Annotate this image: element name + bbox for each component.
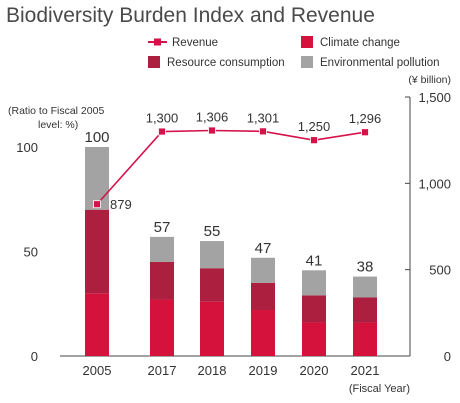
- right-axis-ticks: 0 500 1,000 1,500: [405, 90, 451, 364]
- revenue-point: [310, 136, 318, 145]
- bar-segment-environmental-pollution: [353, 276, 377, 298]
- bar-segment-environmental-pollution: [251, 257, 275, 283]
- left-tick-label: 0: [31, 349, 38, 364]
- legend-label-environmental-pollution: Environmental pollution: [320, 57, 440, 69]
- bar-segment-climate-change: [85, 293, 109, 356]
- bar-segment-climate-change: [200, 301, 224, 356]
- revenue-data-label: 1,301: [247, 110, 280, 125]
- legend-item-revenue: Revenue: [148, 37, 218, 49]
- legend-marker-swatch: [154, 38, 161, 46]
- bar-segment-resource-consumption: [251, 282, 275, 311]
- bar-segment-resource-consumption: [200, 268, 224, 302]
- right-tick-label: 1,500: [418, 90, 451, 105]
- legend-label-revenue: Revenue: [172, 37, 218, 49]
- legend-swatch-resource-consumption: [148, 56, 160, 68]
- x-tick-label: 2018: [198, 363, 227, 378]
- bar-segment-climate-change: [251, 310, 275, 356]
- x-axis-title: (Fiscal Year): [349, 383, 410, 395]
- bar-segment-environmental-pollution: [85, 147, 109, 210]
- chart-title: Biodiversity Burden Index and Revenue: [6, 4, 375, 27]
- revenue-line: [96, 129, 366, 205]
- legend-item-environmental-pollution: Environmental pollution: [301, 56, 440, 69]
- bar-total-label: 41: [306, 252, 323, 269]
- bar-total-label: 57: [154, 219, 171, 236]
- bar-segment-resource-consumption: [302, 295, 326, 323]
- legend-label-resource-consumption: Resource consumption: [167, 57, 285, 69]
- x-tick-label: 2021: [351, 363, 380, 378]
- left-axis-title-line1: (Ratio to Fiscal 2005: [8, 105, 104, 117]
- legend: Revenue Climate change Resource consumpt…: [148, 36, 440, 69]
- left-axis-title-line2: level: %): [38, 119, 78, 131]
- legend-swatch-climate-change: [301, 36, 313, 48]
- right-tick-label: 500: [429, 263, 451, 278]
- x-axis-ticks: 2005 2017 2018 2019 2020 2021: [83, 363, 380, 378]
- bar-total-label: 47: [255, 240, 272, 257]
- bar-total-label: 100: [84, 129, 109, 146]
- bar-total-labels: 100 57 55 47 41 38: [84, 129, 373, 276]
- left-tick-label: 100: [16, 140, 38, 155]
- bar-total-label: 38: [357, 259, 374, 276]
- bar-segment-resource-consumption: [85, 209, 109, 294]
- bar-segment-environmental-pollution: [302, 270, 326, 296]
- x-tick-label: 2017: [148, 363, 177, 378]
- legend-label-climate-change: Climate change: [320, 37, 400, 49]
- x-tick-label: 2020: [300, 363, 329, 378]
- bar-segment-climate-change: [353, 322, 377, 356]
- legend-swatch-environmental-pollution: [301, 56, 313, 68]
- revenue-data-label: 1,300: [146, 111, 179, 126]
- x-tick-label: 2019: [249, 363, 278, 378]
- revenue-point: [93, 200, 101, 209]
- right-tick-label: 0: [444, 349, 451, 364]
- x-tick-label: 2005: [83, 363, 112, 378]
- bar-segment-resource-consumption: [150, 261, 174, 300]
- bar-segment-climate-change: [302, 322, 326, 356]
- revenue-data-label: 1,306: [196, 109, 229, 124]
- revenue-point: [361, 128, 369, 137]
- right-tick-label: 1,000: [418, 176, 451, 191]
- revenue-line-series: 879 1,300 1,306 1,301 1,250 1,296: [93, 109, 382, 212]
- bar-segment-climate-change: [150, 299, 174, 356]
- bar-segment-environmental-pollution: [200, 241, 224, 269]
- bar-total-label: 55: [204, 223, 221, 240]
- revenue-data-label: 1,250: [298, 119, 331, 134]
- revenue-data-label: 1,296: [349, 111, 382, 126]
- revenue-point: [208, 126, 216, 135]
- revenue-point: [158, 127, 166, 136]
- legend-item-climate-change: Climate change: [301, 36, 400, 49]
- left-axis-ticks: 0 50 100: [16, 140, 38, 364]
- left-tick-label: 50: [24, 245, 38, 260]
- bar-series: [85, 147, 377, 356]
- bar-segment-environmental-pollution: [150, 236, 174, 262]
- revenue-point: [259, 127, 267, 136]
- bar-segment-resource-consumption: [353, 297, 377, 323]
- legend-item-resource-consumption: Resource consumption: [148, 56, 285, 69]
- revenue-data-label: 879: [110, 197, 132, 212]
- right-axis-unit-label: (¥ billion): [408, 74, 451, 86]
